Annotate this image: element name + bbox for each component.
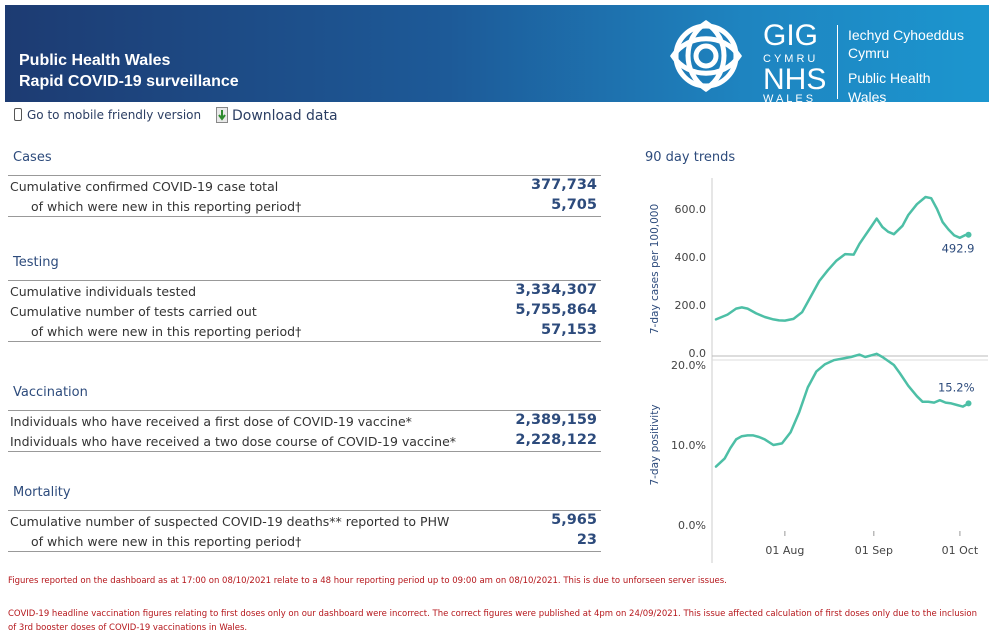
row-value: 377,734 [530,177,597,193]
row-label: Cumulative individuals tested [10,284,197,299]
logo-gig: GIG [763,19,819,52]
row-label: Cumulative confirmed COVID-19 case total [10,179,279,194]
x-tick-label: 01 Sep [855,544,893,557]
y-axis-label: 7-day cases per 100,000 [649,204,661,334]
page-title: Public Health Wales [19,52,171,69]
header-banner: Public Health Wales Rapid COVID-19 surve… [5,5,990,105]
trend-charts: 0.0 200.0 400.0 600.0 7-day cases per 100,00… [649,178,988,563]
vaccination-title: Vaccination [13,385,88,400]
logo-english-line1: Public Health [848,70,931,86]
y-tick-label: 20.0% [671,359,706,372]
table-row: Cumulative number of tests carried out 5… [8,301,601,321]
mortality-table: Cumulative number of suspected COVID-19 … [8,510,601,552]
vaccination-table: Individuals who have received a first do… [8,410,601,452]
y-tick-label: 0.0% [678,519,706,532]
y-tick-label: 0.0 [689,347,707,360]
phw-logo: GIG CYMRU NHS WALES Iechyd Cyhoeddus Cym… [660,13,990,105]
logo-cymru: CYMRU [763,53,819,65]
row-label: Individuals who have received a two dose… [10,434,457,449]
table-row: Cumulative confirmed COVID-19 case total… [8,176,601,196]
download-data-link[interactable]: Download data [216,107,338,124]
row-value: 3,334,307 [515,282,597,298]
mobile-version-label: Go to mobile friendly version [27,108,202,122]
logo-wales: WALES [763,93,817,105]
series-line [714,352,970,468]
cases-title: Cases [13,150,52,165]
series-line [714,195,970,322]
download-data-label: Download data [232,108,338,124]
row-value: 5,755,864 [515,302,597,318]
table-row: Cumulative number of suspected COVID-19 … [8,511,601,531]
row-value: 2,389,159 [515,412,597,428]
y-tick-label: 600.0 [675,203,707,216]
row-value: 23 [576,532,597,548]
server-issue-note: Figures reported on the dashboard as at … [8,576,727,586]
mortality-title: Mortality [13,485,71,500]
trends-title: 90 day trends [645,150,736,165]
row-value: 5,705 [551,197,597,213]
table-row: of which were new in this reporting peri… [8,531,601,551]
logo-divider [837,25,838,99]
row-value: 2,228,122 [515,432,597,448]
y-tick-label: 10.0% [671,439,706,452]
cases-table: Cumulative confirmed COVID-19 case total… [8,175,601,217]
row-label: Cumulative number of suspected COVID-19 … [10,514,450,529]
series-end-point [965,400,972,407]
logo-welsh-line2: Cymru [848,45,890,61]
logo-english-line2: Wales [848,89,887,105]
table-row: of which were new in this reporting peri… [8,321,601,341]
row-label: of which were new in this reporting peri… [31,324,302,339]
y-axis-label: 7-day positivity [649,404,661,485]
row-label: Individuals who have received a first do… [10,414,412,429]
x-tick-label: 01 Oct [942,544,979,557]
row-label: of which were new in this reporting peri… [31,534,302,549]
y-tick-label: 200.0 [675,299,707,312]
celtic-knot-icon [670,20,742,93]
series-end-label: 492.9 [942,242,975,256]
series-end-point [965,231,972,238]
download-icon [216,107,228,123]
table-row: of which were new in this reporting peri… [8,196,601,216]
row-value: 5,965 [551,512,597,528]
table-row: Cumulative individuals tested 3,334,307 [8,281,601,301]
phone-icon [14,108,22,121]
testing-table: Cumulative individuals tested 3,334,307 … [8,280,601,342]
table-row: Individuals who have received a first do… [8,411,601,431]
logo-nhs: NHS [763,63,827,96]
row-value: 57,153 [541,322,597,338]
page-subtitle: Rapid COVID-19 surveillance [19,73,239,90]
row-label: Cumulative number of tests carried out [10,304,257,319]
logo-welsh-line1: Iechyd Cyhoeddus [848,27,964,43]
vaccination-correction-note: COVID-19 headline vaccination figures re… [8,609,977,633]
y-tick-label: 400.0 [675,251,707,264]
row-label: of which were new in this reporting peri… [31,199,302,214]
table-row: Individuals who have received a two dose… [8,431,601,451]
series-end-label: 15.2% [938,380,975,394]
mobile-version-link[interactable]: Go to mobile friendly version [14,108,201,122]
x-tick-label: 01 Aug [765,544,804,557]
testing-title: Testing [13,255,59,270]
